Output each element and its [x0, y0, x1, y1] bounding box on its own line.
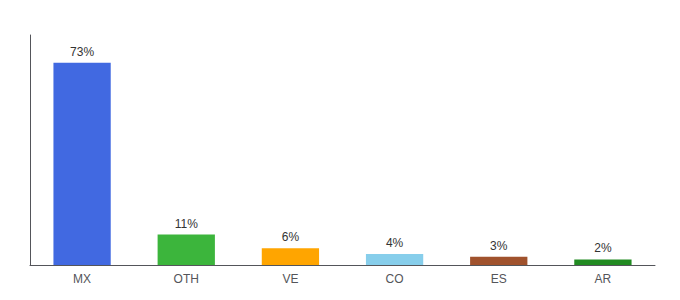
svg-text:MX: MX [73, 272, 91, 286]
svg-text:VE: VE [282, 272, 298, 286]
svg-text:4%: 4% [386, 236, 404, 250]
svg-text:6%: 6% [282, 230, 300, 244]
svg-text:11%: 11% [175, 217, 198, 231]
svg-text:2%: 2% [594, 241, 612, 255]
svg-text:73%: 73% [70, 45, 94, 59]
svg-text:CO: CO [386, 272, 404, 286]
svg-text:AR: AR [595, 272, 612, 286]
svg-text:3%: 3% [490, 239, 508, 253]
svg-text:OTH: OTH [174, 272, 199, 286]
svg-text:ES: ES [491, 272, 507, 286]
